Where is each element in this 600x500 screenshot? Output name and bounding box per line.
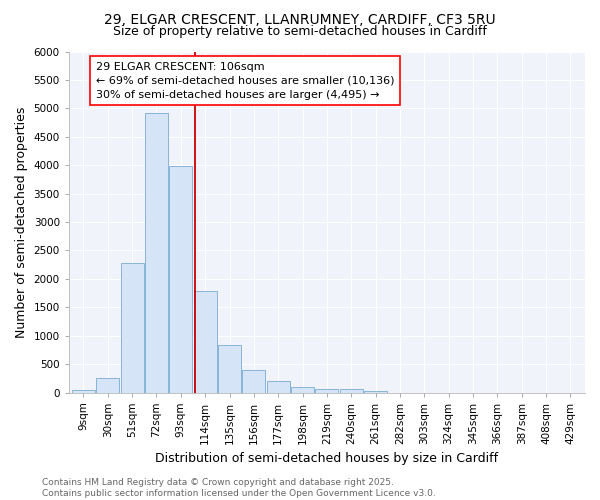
Bar <box>316 389 338 392</box>
Text: 29, ELGAR CRESCENT, LLANRUMNEY, CARDIFF, CF3 5RU: 29, ELGAR CRESCENT, LLANRUMNEY, CARDIFF,… <box>104 12 496 26</box>
Text: 29 ELGAR CRESCENT: 106sqm
← 69% of semi-detached houses are smaller (10,136)
30%: 29 ELGAR CRESCENT: 106sqm ← 69% of semi-… <box>95 62 394 100</box>
Bar <box>72 390 95 392</box>
Bar <box>364 391 387 392</box>
Bar <box>266 381 290 392</box>
X-axis label: Distribution of semi-detached houses by size in Cardiff: Distribution of semi-detached houses by … <box>155 452 499 465</box>
Bar <box>340 390 363 392</box>
Y-axis label: Number of semi-detached properties: Number of semi-detached properties <box>15 106 28 338</box>
Bar <box>291 387 314 392</box>
Bar <box>242 370 265 392</box>
Bar <box>145 113 168 392</box>
Text: Contains HM Land Registry data © Crown copyright and database right 2025.
Contai: Contains HM Land Registry data © Crown c… <box>42 478 436 498</box>
Bar <box>121 264 144 392</box>
Bar <box>194 291 217 392</box>
Bar <box>218 346 241 393</box>
Bar <box>169 166 193 392</box>
Bar <box>96 378 119 392</box>
Text: Size of property relative to semi-detached houses in Cardiff: Size of property relative to semi-detach… <box>113 25 487 38</box>
